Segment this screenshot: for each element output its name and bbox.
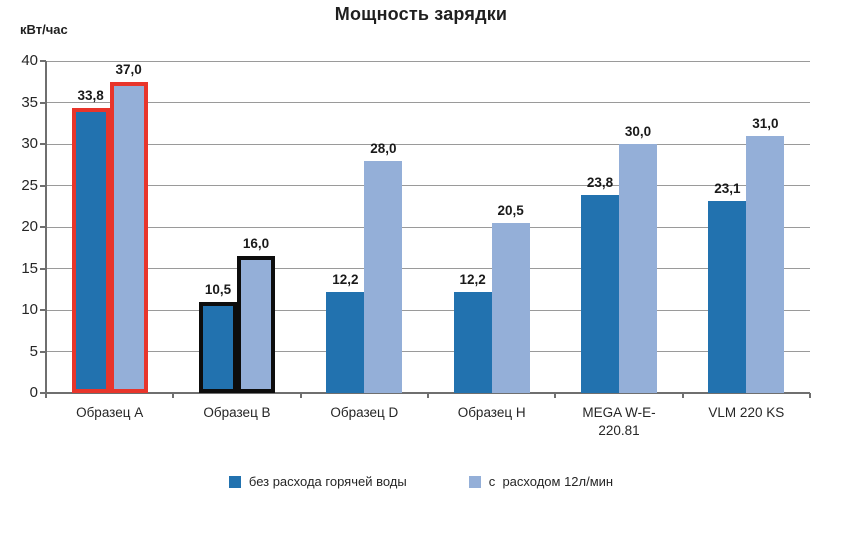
bar-series2 [491,222,530,393]
bar-series2 [237,256,275,393]
y-tick-mark [40,350,46,353]
chart-legend: без расхода горячей воды с расходом 12л/м… [0,474,842,489]
y-tick-mark [40,267,46,270]
bar-series1 [581,195,619,393]
x-tick-mark [681,393,684,398]
gridline [46,185,810,186]
y-tick-mark [40,60,46,62]
gridline [46,309,810,311]
legend-label: с расходом 12л/мин [488,474,614,489]
category-label: Образец D [330,405,399,420]
y-axis-unit-label: кВт/час [20,22,68,37]
bar-series1 [71,108,110,393]
y-tick-label: 0 [29,384,38,401]
x-tick-mark [427,393,429,398]
y-tick-label: 10 [21,301,38,318]
bar-series1 [199,301,237,393]
gridline [46,226,810,228]
bar-value-label: 12,2 [459,271,486,287]
gridline [46,268,810,269]
category-label: Образец A [76,405,144,420]
bar-series1 [326,291,365,393]
y-tick-label: 30 [21,135,38,152]
gridline [46,351,810,352]
x-tick-mark [809,393,811,398]
bar-series2 [746,135,785,393]
category-label: MEGA W-E-220.81 [582,405,656,438]
y-tick-label: 40 [21,52,38,69]
y-tick-mark [40,226,46,228]
x-tick-mark [554,393,557,398]
x-tick-mark [172,393,175,398]
bar-value-label: 16,0 [242,236,270,252]
bar-series2 [109,81,148,393]
y-tick-label: 5 [29,342,38,360]
bar-value-label: 10,5 [204,281,232,297]
bar-value-label: 33,8 [77,88,104,104]
bar-series1 [453,291,492,393]
legend-swatch-icon [468,475,481,488]
bar-value-label: 23,8 [586,175,614,191]
category-label: Образец B [203,405,271,420]
gridline [46,102,810,103]
x-tick-mark [45,393,47,398]
chart-title: Мощность зарядки [334,4,508,24]
bar-value-label: 20,5 [497,202,524,218]
y-tick-mark [40,184,46,187]
category-label: VLM 220 KS [708,405,785,420]
y-tick-label: 20 [21,218,38,235]
bar-series2 [364,160,403,393]
y-tick-mark [40,309,46,311]
bar-value-label: 12,2 [332,271,359,287]
y-tick-label: 25 [21,176,38,194]
bar-series2 [619,144,657,393]
bar-value-label: 31,0 [752,115,779,131]
y-tick-mark [40,392,46,394]
legend-label: без расхода горячей воды [248,474,407,489]
y-tick-mark [40,101,46,104]
x-tick-mark [299,393,302,398]
y-tick-label: 35 [21,93,38,111]
y-tick-mark [40,143,46,145]
y-tick-label: 15 [21,259,38,277]
bar-value-label: 28,0 [370,140,397,156]
bar-value-label: 30,0 [624,124,652,139]
legend-item-2: с расходом 12л/мин [468,474,614,489]
gridline [46,143,810,145]
gridline [46,60,810,62]
bar-series1 [708,201,747,393]
bar-value-label: 37,0 [115,61,142,77]
y-axis-line [45,61,47,393]
category-label: Образец H [457,405,526,420]
legend-item-1: без расхода горячей воды [228,474,407,489]
bar-value-label: 23,1 [714,181,741,197]
legend-swatch-icon [228,475,241,488]
